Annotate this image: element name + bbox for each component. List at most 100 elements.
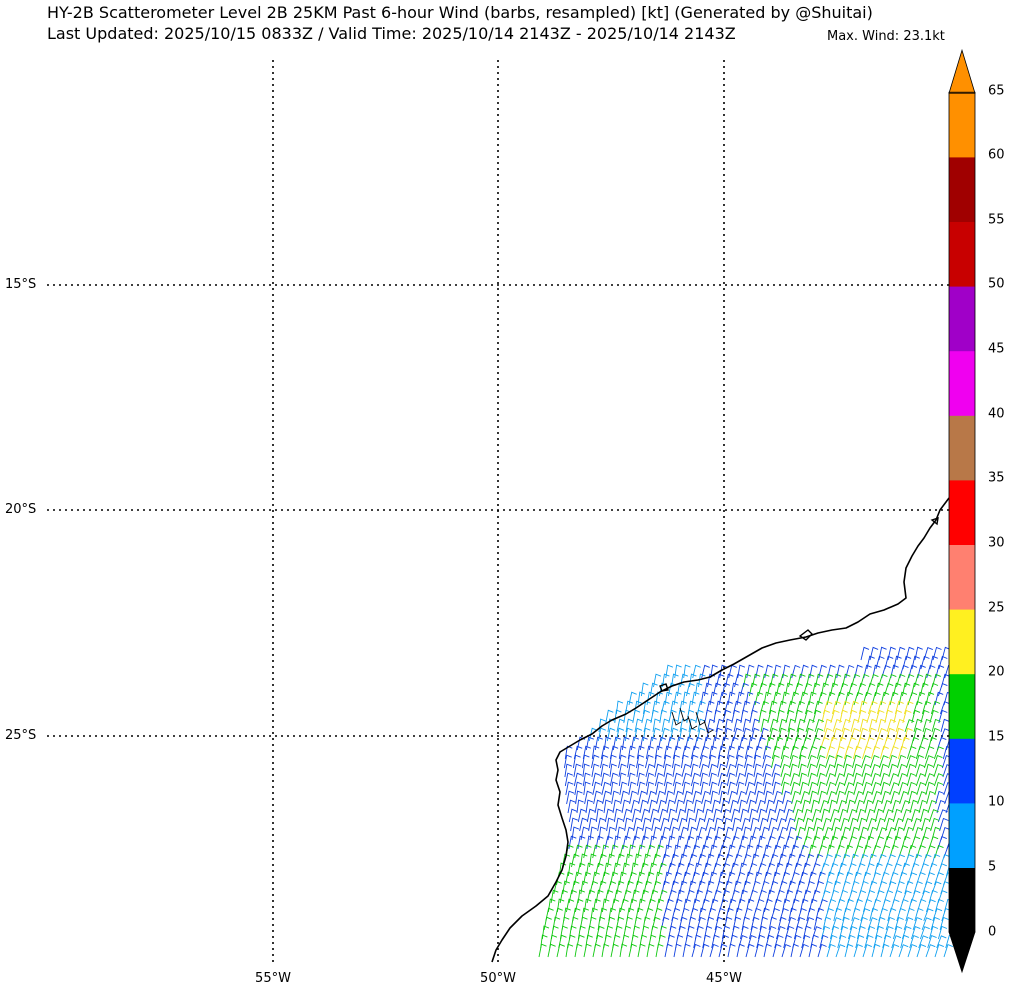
wind-barb <box>633 700 642 715</box>
wind-barb <box>738 934 748 949</box>
wind-barb <box>594 799 603 814</box>
wind-barb <box>589 880 599 895</box>
wind-barb <box>864 799 874 814</box>
wind-barb <box>856 808 866 823</box>
wind-barb <box>568 889 577 904</box>
wind-barb <box>804 817 813 832</box>
wind-barb <box>655 871 663 886</box>
colorbar-tick-label: 5 <box>988 859 997 875</box>
wind-barb <box>843 745 854 760</box>
wind-barb <box>649 889 659 904</box>
wind-barb <box>859 880 869 895</box>
wind-barb <box>833 907 842 922</box>
wind-barb <box>739 835 748 850</box>
wind-barb <box>814 719 824 733</box>
wind-barb <box>671 754 680 769</box>
wind-barb <box>820 682 829 697</box>
wind-barb <box>920 655 930 670</box>
wind-barb <box>846 737 857 751</box>
wind-barb <box>927 736 937 751</box>
wind-barb <box>735 772 745 787</box>
wind-barb <box>930 916 940 931</box>
wind-barb <box>930 700 941 715</box>
wind-barb <box>673 898 683 913</box>
wind-barb <box>865 889 875 904</box>
wind-barb <box>763 871 772 886</box>
wind-barb <box>870 745 881 760</box>
wind-barb <box>604 889 614 904</box>
wind-barb <box>875 709 885 724</box>
wind-barb <box>859 853 869 868</box>
wind-barb <box>799 781 808 796</box>
wind-barb <box>825 773 836 787</box>
wind-barb <box>847 809 858 823</box>
wind-barb <box>774 799 784 814</box>
wind-barb <box>753 772 763 787</box>
wind-barb <box>666 736 676 751</box>
wind-barb <box>721 925 731 940</box>
wind-barb <box>766 835 776 850</box>
colorbar-tick-label: 50 <box>988 276 1005 292</box>
wind-barb <box>613 925 623 940</box>
wind-barb <box>636 763 644 778</box>
wind-barb <box>575 790 583 805</box>
wind-barb <box>592 781 601 796</box>
wind-barb <box>645 763 655 778</box>
wind-barb <box>660 916 670 931</box>
wind-barb <box>801 862 811 877</box>
wind-barb <box>882 934 892 949</box>
wind-barb <box>704 709 713 724</box>
wind-barb <box>846 863 857 877</box>
wind-barb <box>911 709 921 724</box>
colorbar <box>948 48 976 974</box>
wind-barb <box>828 736 838 751</box>
wind-barb <box>543 916 552 931</box>
wind-barb <box>891 863 902 877</box>
wind-barb <box>649 925 658 940</box>
wind-barb <box>718 871 727 886</box>
wind-barb <box>550 889 559 904</box>
wind-barb <box>765 934 775 949</box>
wind-barb <box>574 898 584 913</box>
wind-barb <box>788 907 797 922</box>
wind-barb <box>822 727 833 742</box>
map-subtitle: Last Updated: 2025/10/15 0833Z / Valid T… <box>47 24 736 43</box>
wind-barb <box>791 790 801 805</box>
wind-barb <box>640 835 649 850</box>
wind-barb <box>709 898 719 913</box>
wind-barb <box>816 772 826 787</box>
colorbar-tick-label: 25 <box>988 600 1005 616</box>
wind-barb <box>649 835 657 850</box>
wind-barb <box>648 736 657 751</box>
wind-barb <box>896 646 906 661</box>
wind-barb <box>781 943 791 958</box>
wind-barb <box>574 943 583 958</box>
wind-barb <box>624 727 633 742</box>
wind-barb <box>874 925 884 940</box>
wind-barb <box>613 889 622 904</box>
wind-barb <box>799 898 809 913</box>
wind-barb <box>869 907 878 922</box>
wind-barb <box>617 754 627 769</box>
wind-barb <box>640 682 649 697</box>
wind-barb <box>759 916 768 931</box>
wind-barb <box>724 880 733 895</box>
wind-barb <box>763 943 772 958</box>
wind-barb <box>892 835 902 850</box>
wind-barb <box>900 934 910 949</box>
wind-barb <box>914 907 924 922</box>
wind-barb <box>764 790 773 805</box>
wind-barb <box>676 808 686 823</box>
wind-barb <box>639 934 648 949</box>
wind-barb <box>693 799 702 814</box>
wind-barb <box>757 835 766 850</box>
wind-barb <box>852 772 862 787</box>
wind-barb <box>912 818 922 832</box>
wind-barb <box>796 853 806 868</box>
wind-barb <box>943 944 954 958</box>
wind-barb <box>595 925 605 940</box>
wind-barb <box>781 691 790 706</box>
wind-barb <box>616 880 625 895</box>
wind-barb <box>844 844 853 859</box>
wind-barb <box>669 817 678 832</box>
